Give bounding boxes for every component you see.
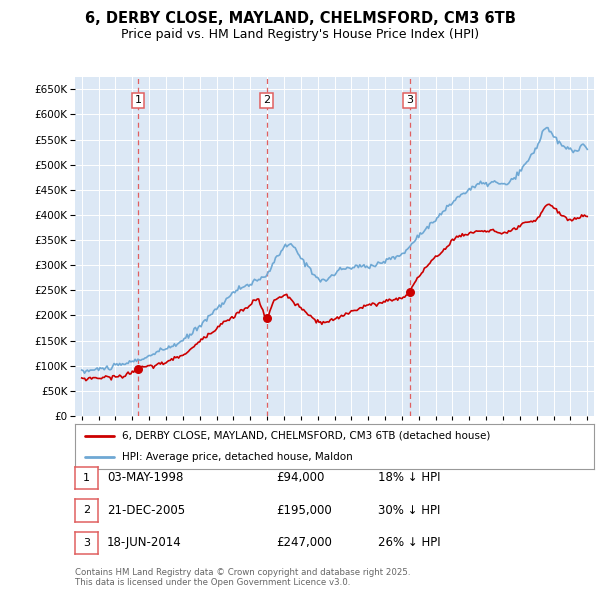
Text: 03-MAY-1998: 03-MAY-1998 bbox=[107, 471, 183, 484]
Text: 18-JUN-2014: 18-JUN-2014 bbox=[107, 536, 182, 549]
Text: 30% ↓ HPI: 30% ↓ HPI bbox=[378, 504, 440, 517]
Text: HPI: Average price, detached house, Maldon: HPI: Average price, detached house, Mald… bbox=[122, 452, 352, 462]
Text: 6, DERBY CLOSE, MAYLAND, CHELMSFORD, CM3 6TB (detached house): 6, DERBY CLOSE, MAYLAND, CHELMSFORD, CM3… bbox=[122, 431, 490, 441]
Text: Price paid vs. HM Land Registry's House Price Index (HPI): Price paid vs. HM Land Registry's House … bbox=[121, 28, 479, 41]
Text: 1: 1 bbox=[134, 96, 142, 106]
Text: 3: 3 bbox=[83, 538, 90, 548]
Text: 2: 2 bbox=[83, 506, 90, 515]
Point bbox=[133, 364, 143, 373]
Text: This data is licensed under the Open Government Licence v3.0.: This data is licensed under the Open Gov… bbox=[75, 578, 350, 587]
Text: 1: 1 bbox=[83, 473, 90, 483]
Text: 6, DERBY CLOSE, MAYLAND, CHELMSFORD, CM3 6TB: 6, DERBY CLOSE, MAYLAND, CHELMSFORD, CM3… bbox=[85, 11, 515, 25]
Point bbox=[405, 287, 415, 297]
Text: £247,000: £247,000 bbox=[276, 536, 332, 549]
Text: £195,000: £195,000 bbox=[276, 504, 332, 517]
Text: 21-DEC-2005: 21-DEC-2005 bbox=[107, 504, 185, 517]
Text: 3: 3 bbox=[406, 96, 413, 106]
Text: 26% ↓ HPI: 26% ↓ HPI bbox=[378, 536, 440, 549]
Point bbox=[262, 313, 271, 323]
Text: Contains HM Land Registry data © Crown copyright and database right 2025.: Contains HM Land Registry data © Crown c… bbox=[75, 568, 410, 577]
Text: 18% ↓ HPI: 18% ↓ HPI bbox=[378, 471, 440, 484]
Text: £94,000: £94,000 bbox=[276, 471, 325, 484]
Text: 2: 2 bbox=[263, 96, 270, 106]
